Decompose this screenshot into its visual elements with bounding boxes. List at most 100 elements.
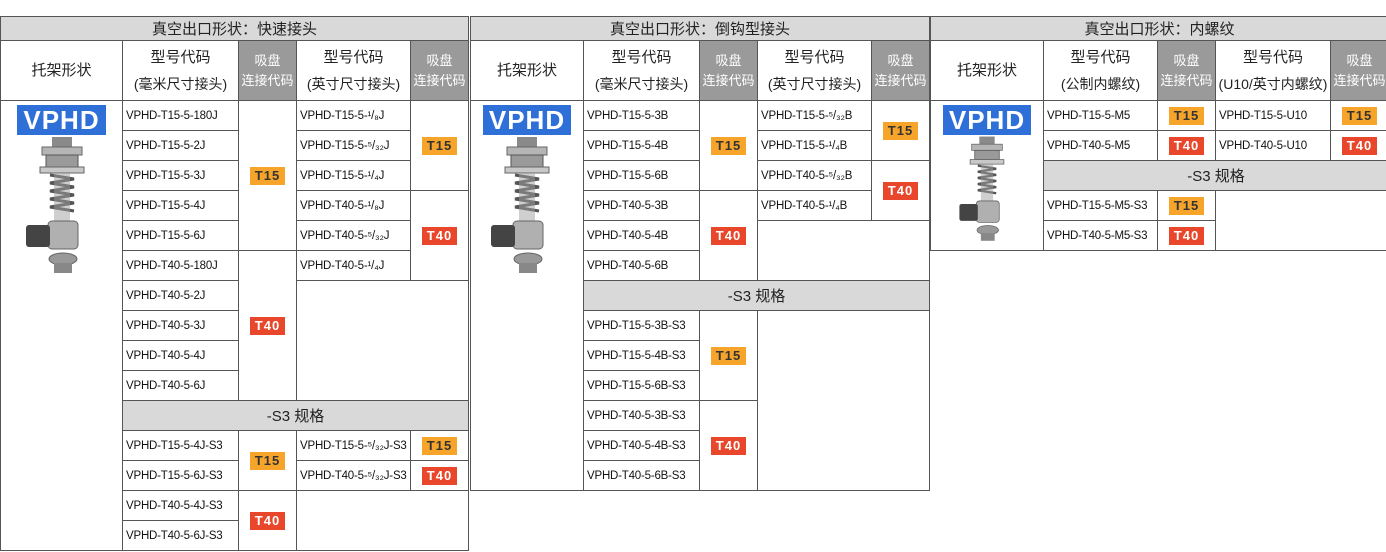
section-table: 真空出口形状：内螺纹 托架形状 型号代码 (公制内螺纹) 吸盘 连接代码 型号代码 (U10/… [930, 16, 1386, 251]
s3-title: -S3 规格 [727, 288, 786, 305]
header-text: 托架形状 [496, 61, 557, 79]
section-title: 真空出口形状：内螺纹 [931, 17, 1386, 41]
header-subtext: (英寸尺寸接头) [767, 75, 862, 92]
column-header: 型号代码 (公制内螺纹) [1044, 41, 1158, 101]
header-text: 吸盘 [1346, 52, 1373, 68]
header-subtext: 连接代码 [413, 72, 466, 88]
model-code: VPHD-T15-5-⁵/₃₂B [761, 109, 853, 122]
header-text: 托架形状 [31, 61, 92, 79]
product-image [959, 136, 1005, 241]
model-code-cell: VPHD-T40-5-6J-S3 [123, 521, 239, 551]
model-code-cell: VPHD-T15-5-⁵/₃₂J [297, 131, 411, 161]
model-code-cell: VPHD-T15-5-⁵/₃₂B [758, 101, 872, 131]
s3-title: -S3 规格 [1187, 168, 1245, 185]
cup-code-badge: T40 [1341, 136, 1378, 155]
model-code: VPHD-T15-5-6J [126, 229, 206, 242]
model-code: VPHD-T40-5-¹/₄J [300, 259, 385, 272]
model-code: VPHD-T15-5-4B [587, 139, 669, 152]
model-code: VPHD-T15-5-6B-S3 [587, 379, 686, 392]
empty-cell [297, 491, 469, 551]
badge-cell: T15 [411, 431, 469, 461]
bracket-image-cell: VPHD [931, 101, 1044, 251]
header-text: 吸盘 [715, 52, 742, 68]
model-code-cell: VPHD-T40-5-M5-S3 [1044, 221, 1158, 251]
model-code-cell: VPHD-T40-5-⁵/₃₂B [758, 161, 872, 191]
product-image [491, 137, 550, 273]
model-code: VPHD-T40-5-180J [126, 259, 218, 272]
badge-cell: T40 [411, 461, 469, 491]
header-text: 托架形状 [956, 61, 1017, 79]
empty-cell [758, 221, 930, 281]
header-subtext: (英寸尺寸接头) [306, 75, 401, 92]
model-code: VPHD-T15-5-M5-S3 [1047, 199, 1148, 212]
title-text: 真空出口形状：快速接头 [151, 21, 317, 38]
title-text: 真空出口形状：倒钩型接头 [609, 21, 790, 38]
model-code: VPHD-T40-5-U10 [1219, 139, 1307, 152]
badge-cell: T40 [411, 191, 469, 281]
model-code-cell: VPHD-T40-5-180J [123, 251, 239, 281]
model-code: VPHD-T40-5-3J [126, 319, 206, 332]
cup-code-badge: T40 [710, 436, 747, 455]
model-code: VPHD-T15-5-4J-S3 [126, 439, 223, 452]
cup-code-badge: T40 [1168, 136, 1205, 155]
model-code-cell: VPHD-T40-5-2J [123, 281, 239, 311]
model-code: VPHD-T40-5-M5-S3 [1047, 229, 1148, 242]
header-subtext: 连接代码 [1160, 72, 1213, 88]
header-text: 型号代码 [150, 48, 211, 66]
cup-code-badge: T40 [882, 181, 919, 200]
header-subtext: (毫米尺寸接头) [133, 75, 228, 92]
model-code: VPHD-T15-5-U10 [1219, 109, 1307, 122]
model-code-cell: VPHD-T15-5-M5 [1044, 101, 1158, 131]
model-code: VPHD-T15-5-¹/₈J [300, 109, 385, 122]
column-header: 型号代码 (毫米尺寸接头) [584, 41, 700, 101]
header-text: 型号代码 [1070, 48, 1131, 66]
model-code-cell: VPHD-T15-5-U10 [1216, 101, 1331, 131]
cup-code-badge: T40 [421, 466, 458, 485]
cup-code-badge: T40 [1168, 226, 1205, 245]
column-header: 型号代码 (毫米尺寸接头) [123, 41, 239, 101]
badge-cell: T15 [239, 101, 297, 251]
model-code-cell: VPHD-T15-5-3B-S3 [584, 311, 700, 341]
empty-cell [758, 311, 930, 491]
brand-badge: VPHD [17, 105, 106, 135]
model-code: VPHD-T40-5-3B [587, 199, 669, 212]
section-title: 真空出口形状：倒钩型接头 [471, 17, 930, 41]
badge-cell: T40 [239, 491, 297, 551]
column-header: 型号代码 (U10/英寸内螺纹) [1216, 41, 1331, 101]
badge-cell: T15 [411, 101, 469, 191]
header-subtext: 连接代码 [1333, 72, 1386, 88]
badge-cell: T40 [239, 251, 297, 401]
header-subtext: 连接代码 [702, 72, 755, 88]
bracket-header: 托架形状 [1, 41, 123, 101]
cup-code-badge: T40 [710, 226, 747, 245]
column-header: 型号代码 (英寸尺寸接头) [758, 41, 872, 101]
s3-header: -S3 规格 [1044, 161, 1386, 191]
section-title: 真空出口形状：快速接头 [1, 17, 469, 41]
cup-code-badge: T15 [710, 136, 747, 155]
cup-code-badge: T15 [882, 121, 919, 140]
model-code-cell: VPHD-T40-5-3J [123, 311, 239, 341]
section-table: 真空出口形状：倒钩型接头 托架形状 型号代码 (毫米尺寸接头) 吸盘 连接代码 型号代码 (英… [470, 16, 930, 491]
model-code: VPHD-T15-5-4J [126, 199, 206, 212]
model-code-cell: VPHD-T40-5-⁵/₃₂J-S3 [297, 461, 411, 491]
cup-code-badge: T15 [710, 346, 747, 365]
model-code-cell: VPHD-T15-5-¹/₄B [758, 131, 872, 161]
model-code-cell: VPHD-T40-5-6J [123, 371, 239, 401]
badge-cell: T15 [700, 101, 758, 191]
model-code-cell: VPHD-T40-5-4B-S3 [584, 431, 700, 461]
column-header: 吸盘 连接代码 [239, 41, 297, 101]
model-code: VPHD-T40-5-4J-S3 [126, 499, 223, 512]
header-text: 吸盘 [254, 52, 281, 68]
model-code: VPHD-T40-5-6J-S3 [126, 529, 223, 542]
header-subtext: (U10/英寸内螺纹) [1218, 75, 1328, 92]
model-code: VPHD-T40-5-M5 [1047, 139, 1131, 152]
model-code: VPHD-T15-5-3J [126, 169, 206, 182]
model-code-cell: VPHD-T40-5-¹/₄J [297, 251, 411, 281]
badge-cell: T40 [872, 161, 930, 221]
model-code-cell: VPHD-T40-5-4J-S3 [123, 491, 239, 521]
column-header: 吸盘 连接代码 [1331, 41, 1386, 101]
bracket-image-cell: VPHD [1, 101, 123, 551]
model-code: VPHD-T40-5-⁵/₃₂J [300, 229, 390, 242]
cup-code-badge: T15 [249, 166, 286, 185]
header-text: 型号代码 [611, 48, 672, 66]
